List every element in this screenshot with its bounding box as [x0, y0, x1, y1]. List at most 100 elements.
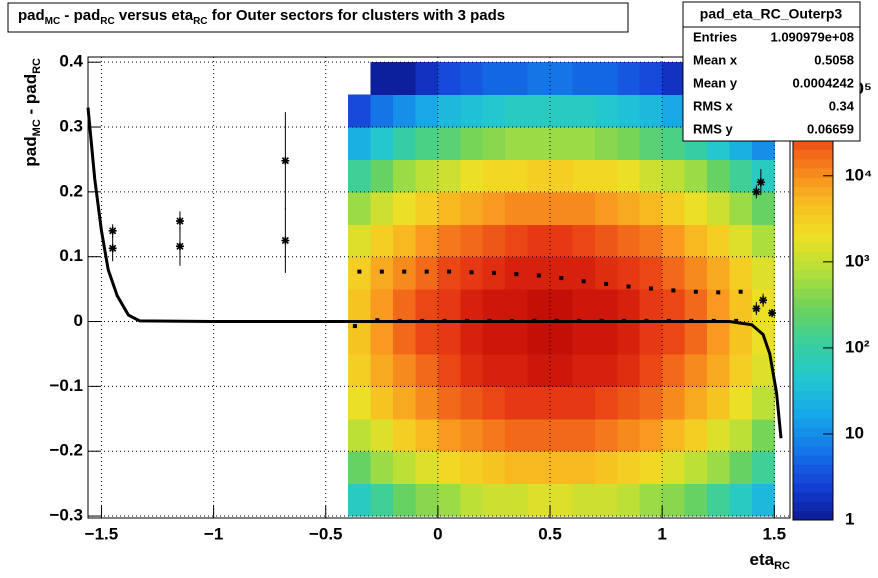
heatmap-cell — [751, 159, 775, 193]
heatmap-cell — [415, 289, 439, 323]
subscript: RC — [31, 58, 43, 74]
heatmap-cell — [662, 127, 686, 160]
heatmap-cell — [684, 483, 708, 517]
heatmap-cell — [684, 289, 708, 323]
heatmap-cell — [639, 418, 663, 452]
marker — [752, 187, 761, 196]
heatmap-cell — [505, 127, 529, 160]
subscript: MC — [45, 16, 61, 27]
heatmap-cell — [505, 191, 529, 225]
heatmap-cell — [684, 386, 708, 420]
y-tick-label: 0.4 — [59, 52, 83, 71]
heatmap-cell — [505, 224, 529, 258]
stats-value: 0.06659 — [807, 121, 854, 136]
heatmap-cell — [437, 62, 461, 96]
heatmap-cell — [707, 191, 730, 225]
marker — [108, 244, 117, 253]
heatmap-cell — [594, 191, 618, 225]
x-tick-label: −1.5 — [85, 524, 119, 543]
heatmap-cell — [460, 191, 484, 225]
text-part: versus eta — [115, 7, 194, 24]
colorbar-band — [793, 501, 833, 512]
heatmap-cell — [393, 353, 416, 387]
heatmap-cell — [684, 451, 708, 485]
heatmap-cell — [662, 386, 686, 420]
heatmap-cell — [437, 159, 461, 193]
heatmap-cell — [639, 94, 663, 128]
heatmap-cell — [572, 418, 596, 452]
heatmap-cell — [639, 127, 663, 160]
heatmap-cell — [617, 451, 641, 485]
heatmap-cell — [505, 62, 529, 96]
heatmap-cell — [662, 94, 686, 128]
colorbar-band — [793, 436, 833, 447]
colorbar-band — [793, 158, 833, 169]
heatmap-cell — [505, 483, 529, 517]
heatmap-cell — [482, 94, 506, 128]
colorbar-band — [793, 140, 833, 151]
colorbar-band — [793, 371, 833, 382]
heatmap-cell — [415, 191, 439, 225]
stats-label: RMS y — [693, 121, 734, 136]
heatmap-cell — [707, 256, 730, 290]
heatmap-cell — [550, 289, 573, 323]
heatmap-cell — [348, 418, 372, 452]
heatmap-cell — [729, 256, 753, 290]
colorbar-band — [793, 399, 833, 410]
heatmap-cell — [550, 191, 573, 225]
heatmap-cell — [729, 321, 753, 355]
heatmap-cell — [415, 62, 439, 96]
marker — [175, 217, 184, 226]
marker — [604, 281, 609, 286]
heatmap-cell — [639, 224, 663, 258]
heatmap-cell — [460, 386, 484, 420]
colorbar-band — [793, 205, 833, 215]
heatmap-cell — [617, 94, 641, 128]
heatmap-cell — [684, 159, 708, 193]
marker — [648, 286, 653, 291]
heatmap-cell — [527, 483, 551, 517]
heatmap-cell — [729, 224, 753, 258]
heatmap-cell — [751, 191, 775, 225]
colorbar-band — [793, 177, 833, 188]
heatmap-cell — [348, 386, 372, 420]
heatmap-cell — [594, 353, 618, 387]
heatmap-cell — [482, 289, 506, 323]
heatmap-cell — [617, 127, 641, 160]
colorbar-band — [793, 223, 833, 234]
colorbar-band — [793, 455, 833, 465]
colorbar-band — [793, 418, 833, 428]
heatmap-cell — [729, 386, 753, 420]
marker — [424, 269, 429, 274]
heatmap-cell — [639, 483, 663, 517]
heatmap-cell — [550, 483, 573, 517]
heatmap-cell — [594, 94, 618, 128]
heatmap-cell — [550, 94, 573, 128]
heatmap-cell — [617, 418, 641, 452]
heatmap-cell — [460, 127, 484, 160]
heatmap-cell — [482, 159, 506, 193]
x-tick-label: 0.5 — [538, 524, 562, 543]
heatmap-cell — [729, 289, 753, 323]
heatmap-cell — [639, 353, 663, 387]
heatmap-cell — [482, 191, 506, 225]
heatmap-cell — [662, 418, 686, 452]
stats-value: 0.5058 — [814, 52, 854, 67]
heatmap-cell — [505, 159, 529, 193]
heatmap-cell — [348, 353, 372, 387]
colorbar-band — [793, 427, 833, 438]
heatmap-cell — [393, 159, 416, 193]
heatmap-cell — [550, 256, 573, 290]
stats-label: RMS x — [693, 98, 734, 113]
heatmap-cell — [594, 483, 618, 517]
heatmap-cell — [617, 62, 641, 96]
y-axis-label: padMC - padRC — [21, 58, 42, 167]
marker — [281, 156, 290, 165]
heatmap-cell — [370, 62, 394, 96]
heatmap-cell — [393, 127, 416, 160]
heatmap-cell — [662, 289, 686, 323]
colorbar-band — [793, 390, 833, 401]
heatmap-cell — [348, 321, 372, 355]
text-part: eta — [750, 550, 775, 569]
heatmap-cell — [639, 191, 663, 225]
